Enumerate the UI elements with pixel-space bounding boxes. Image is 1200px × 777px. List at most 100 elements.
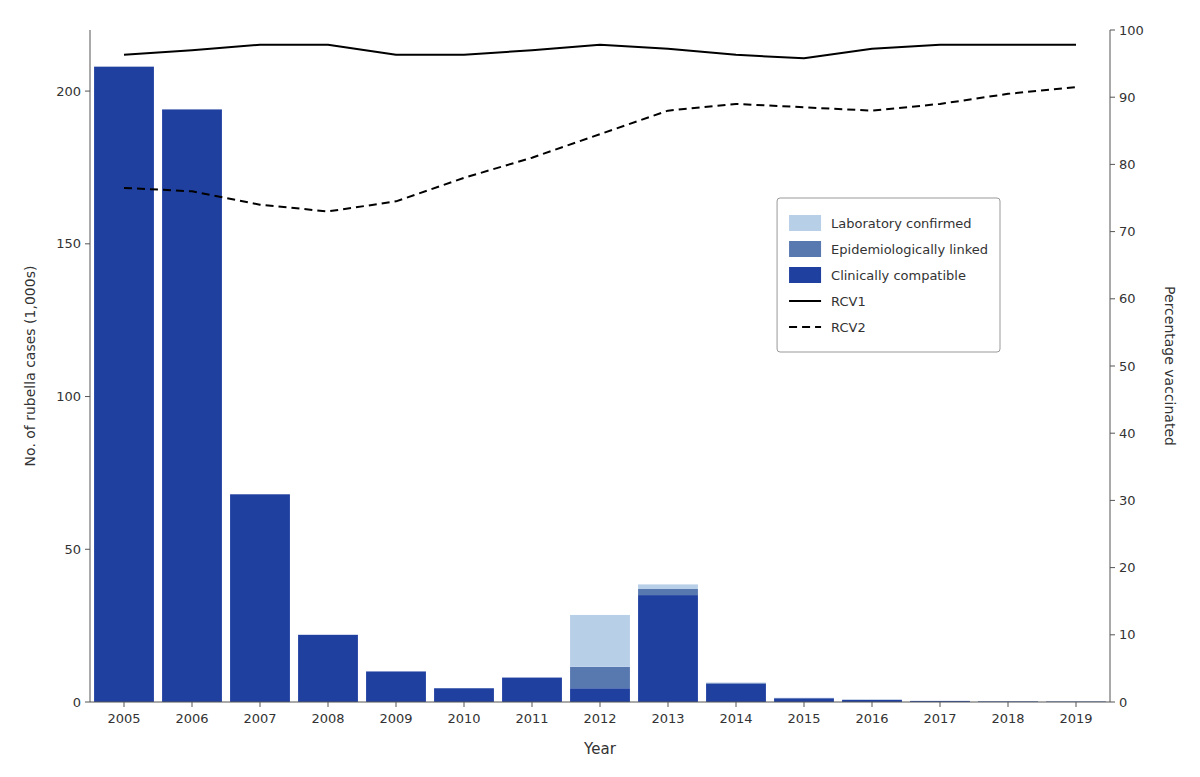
y2-tick-label: 10 (1119, 627, 1136, 642)
x-tick-label: 2006 (175, 711, 208, 726)
bar (638, 595, 698, 702)
x-tick-label: 2010 (447, 711, 480, 726)
y2-tick-label: 80 (1119, 157, 1136, 172)
bar-series (570, 584, 1106, 701)
bar (434, 688, 494, 689)
y2-tick-label: 20 (1119, 560, 1136, 575)
y-tick-label: 150 (56, 236, 81, 251)
line (124, 45, 1076, 58)
bar (298, 635, 358, 702)
bar (570, 667, 630, 688)
y-tick (85, 549, 90, 550)
y-axis-label: No. of rubella cases (1,000s) (22, 266, 38, 467)
y2-tick (1110, 567, 1115, 568)
x-tick-label: 2019 (1059, 711, 1092, 726)
x-tick-label: 2014 (719, 711, 752, 726)
bar (366, 671, 426, 672)
bar (502, 677, 562, 678)
bar (162, 109, 222, 110)
y2-tick-label: 50 (1119, 359, 1136, 374)
bar-series (94, 67, 1106, 702)
x-tick-label: 2007 (243, 711, 276, 726)
x-tick-label: 2018 (991, 711, 1024, 726)
legend: Laboratory confirmedEpidemiologically li… (777, 198, 1000, 352)
line (124, 87, 1076, 211)
x-axis-label: Year (583, 740, 617, 758)
y-tick (85, 91, 90, 92)
y2-tick-label: 0 (1119, 695, 1127, 710)
y2-tick (1110, 298, 1115, 299)
bar (910, 700, 970, 701)
x-tick (328, 702, 329, 707)
legend-bar-swatch (789, 241, 821, 257)
x-tick (260, 702, 261, 707)
y2-tick (1110, 500, 1115, 501)
legend-line-swatch (789, 326, 821, 328)
y2-tick (1110, 231, 1115, 232)
x-tick-label: 2013 (651, 711, 684, 726)
plot-marks (94, 45, 1106, 702)
y2-tick-label: 60 (1119, 291, 1136, 306)
bar (230, 494, 290, 495)
x-tick (804, 702, 805, 707)
bar (638, 589, 698, 595)
y2-tick (1110, 634, 1115, 635)
legend-label: Clinically compatible (831, 268, 966, 283)
bar (434, 688, 494, 689)
y2-axis-label: Percentage vaccinated (1162, 286, 1178, 446)
x-tick (464, 702, 465, 707)
x-tick-label: 2011 (515, 711, 548, 726)
bar (298, 634, 358, 635)
y-tick-label: 100 (56, 389, 81, 404)
y2-tick-label: 100 (1119, 23, 1144, 38)
bar (94, 66, 154, 67)
legend-label: RCV1 (831, 294, 866, 309)
legend-label: Epidemiologically linked (831, 242, 988, 257)
x-tick (396, 702, 397, 707)
legend-bar-swatch (789, 215, 821, 231)
x-tick (872, 702, 873, 707)
x-tick (1076, 702, 1077, 707)
y-axis-line (90, 30, 91, 702)
chart-svg: 2005200620072008200920102011201220132014… (0, 0, 1200, 777)
axes: 2005200620072008200920102011201220132014… (22, 23, 1178, 759)
x-tick (600, 702, 601, 707)
bar (366, 671, 426, 672)
bar (366, 671, 426, 702)
y-tick (85, 243, 90, 244)
bar-series (570, 589, 1106, 702)
legend-line-swatch (789, 300, 821, 302)
x-tick-label: 2016 (855, 711, 888, 726)
legend-bar-swatch (789, 267, 821, 283)
x-tick (940, 702, 941, 707)
x-tick-label: 2017 (923, 711, 956, 726)
x-tick (668, 702, 669, 707)
bar (706, 683, 766, 685)
bar (162, 109, 222, 110)
legend-label: RCV2 (831, 320, 866, 335)
bar (94, 66, 154, 67)
chart-container: 2005200620072008200920102011201220132014… (0, 0, 1200, 777)
bar (706, 684, 766, 702)
bar (502, 677, 562, 678)
bar (298, 634, 358, 635)
y2-tick (1110, 366, 1115, 367)
y-tick-label: 200 (56, 84, 81, 99)
y-tick (85, 396, 90, 397)
y2-tick (1110, 702, 1115, 703)
bar (162, 109, 222, 702)
bar (502, 678, 562, 702)
bar (774, 697, 834, 698)
x-tick-label: 2015 (787, 711, 820, 726)
bar (774, 698, 834, 702)
x-tick (1008, 702, 1009, 707)
y2-tick (1110, 97, 1115, 98)
y-tick-label: 0 (73, 695, 81, 710)
x-tick-label: 2009 (379, 711, 412, 726)
bar (706, 682, 766, 684)
y2-tick-label: 40 (1119, 426, 1136, 441)
bar (94, 67, 154, 702)
x-tick-label: 2012 (583, 711, 616, 726)
bar (638, 584, 698, 589)
y2-tick (1110, 164, 1115, 165)
